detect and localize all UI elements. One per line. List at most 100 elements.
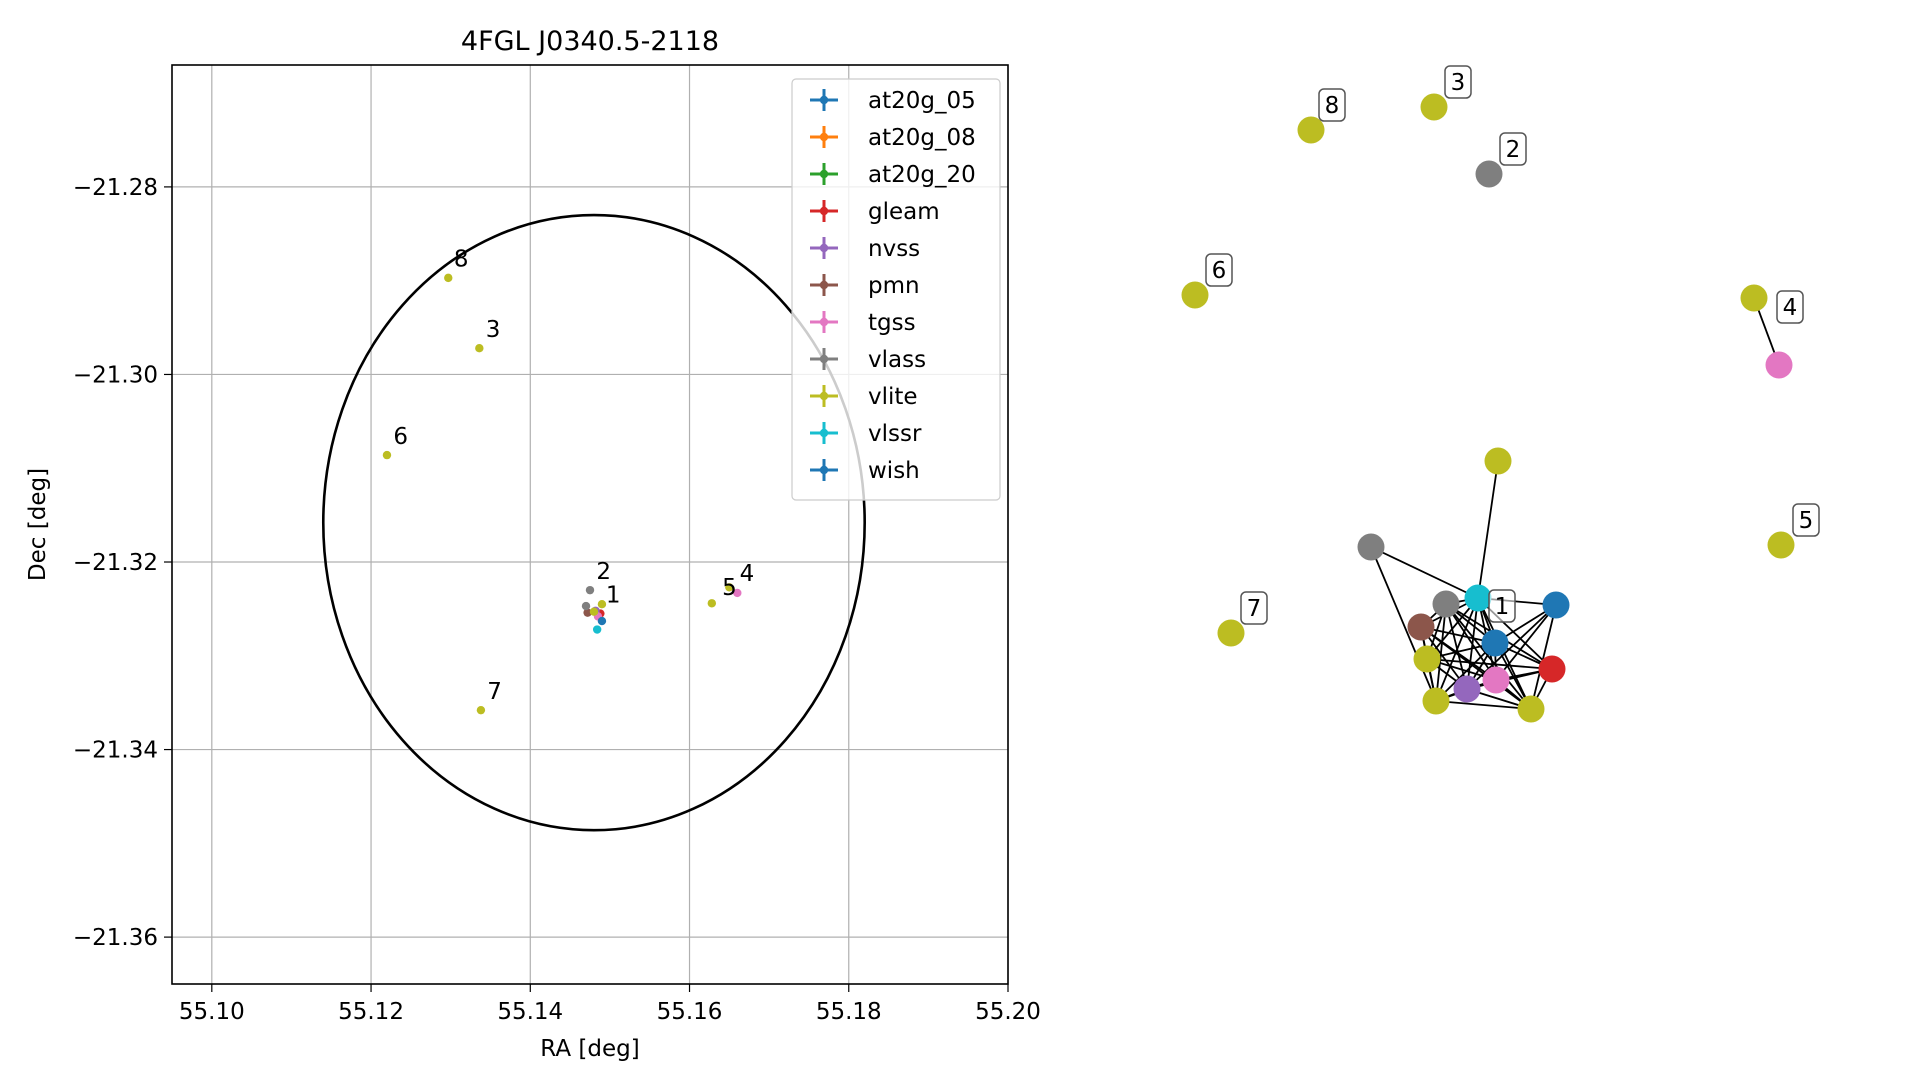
plot-frame (171, 64, 1009, 985)
legend-marker-dot (819, 354, 829, 364)
network-node (1297, 116, 1325, 144)
legend-entry: pmn (810, 273, 920, 299)
legend-label: gleam (868, 199, 940, 225)
network-graph: 8 3 2 6 4 5 7 1 (1181, 65, 1820, 723)
error-ellipse-layer (321, 213, 866, 832)
network-node (1181, 281, 1209, 309)
chart-title: 4FGL J0340.5-2118 (461, 26, 719, 57)
x-tick-label: 55.14 (497, 999, 563, 1025)
point-annotation: 8 (454, 247, 469, 273)
grid (172, 65, 1009, 984)
network-edge (1426, 658, 1553, 670)
legend-entry: vlite (810, 384, 918, 410)
network-node (1422, 687, 1450, 715)
network-node (1767, 531, 1795, 559)
legend-marker-dot (819, 428, 829, 438)
point-annotation: 3 (486, 317, 501, 343)
legend-marker-dot (819, 391, 829, 401)
legend-label: pmn (868, 273, 920, 299)
point-annotation: 6 (393, 424, 408, 450)
network-node (1357, 533, 1385, 561)
network-node-label-box (1488, 589, 1516, 623)
data-point-vlite (597, 600, 607, 609)
network-edge (1435, 597, 1479, 702)
legend-marker-dot (819, 280, 829, 290)
x-axis-label: RA [deg] (540, 1036, 639, 1062)
network-node-label-box (1205, 253, 1233, 287)
network-node-label: 6 (1212, 258, 1227, 284)
legend-label: vlssr (868, 421, 922, 447)
data-point-vlass (581, 601, 591, 611)
legend-entry: at20g_05 (810, 88, 976, 114)
network-labels: 8 3 2 6 4 5 7 1 (1205, 65, 1820, 625)
network-node-label-box (1318, 88, 1346, 122)
data-point-wish (597, 616, 607, 626)
legend-marker-dot (819, 317, 829, 327)
network-node (1453, 675, 1481, 703)
network-node-label: 4 (1783, 295, 1798, 321)
x-tick-label: 55.16 (657, 999, 723, 1025)
network-node-label-box (1444, 65, 1472, 99)
network-node (1740, 284, 1768, 312)
data-point-vlite (725, 583, 734, 592)
legend-entry: at20g_20 (810, 162, 976, 188)
network-edge (1445, 603, 1532, 710)
data-points (382, 273, 742, 715)
legend-marker-dot (819, 243, 829, 253)
error-ellipse (321, 213, 866, 832)
legend-label: nvss (868, 236, 920, 262)
network-node (1538, 655, 1566, 683)
legend-marker-dot (819, 95, 829, 105)
legend-entry: at20g_08 (810, 125, 976, 151)
x-tick-label: 55.12 (338, 999, 404, 1025)
y-tick-label: −21.30 (73, 362, 158, 388)
legend-label: wish (868, 458, 920, 484)
network-node (1481, 629, 1509, 657)
data-point-vlass (585, 585, 595, 595)
point-annotation: 2 (596, 559, 611, 585)
y-tick-label: −21.34 (73, 738, 158, 764)
legend-entry: tgss (810, 310, 916, 336)
y-axis-label: Dec [deg] (25, 468, 51, 581)
network-node-label: 8 (1325, 93, 1340, 119)
axis-ticks: 55.10 55.12 55.14 55.16 55.18 55.20 −21.28 −21.… (73, 175, 1041, 1025)
network-edge (1370, 546, 1437, 702)
legend-marker-dot (819, 206, 829, 216)
network-edge (1420, 626, 1532, 710)
network-node (1475, 160, 1503, 188)
network-edge (1445, 603, 1497, 681)
data-point-vlite (707, 599, 717, 608)
network-edge (1477, 460, 1499, 599)
point-annotation: 4 (740, 561, 755, 587)
point-annotations: 12 3 45 6 7 8 (393, 247, 754, 705)
data-point-vlssr (592, 625, 602, 634)
network-edge (1435, 700, 1532, 710)
network-edge (1466, 597, 1479, 690)
network-node-label: 7 (1247, 596, 1262, 622)
legend-label: at20g_20 (868, 162, 976, 188)
network-edge (1495, 604, 1557, 681)
network-node-label: 5 (1799, 508, 1814, 534)
x-tick-label: 55.20 (975, 999, 1041, 1025)
network-node (1432, 590, 1460, 618)
network-node-label: 3 (1451, 70, 1466, 96)
network-nodes (1181, 93, 1795, 723)
data-point-vlite (382, 450, 392, 460)
point-annotation: 5 (722, 575, 737, 601)
network-node (1420, 93, 1448, 121)
data-point-vlite (476, 705, 486, 715)
legend-entry: wish (810, 458, 920, 484)
legend-label: vlass (868, 347, 926, 373)
network-node (1765, 351, 1793, 379)
network-node-label: 2 (1506, 137, 1521, 163)
legend-label: tgss (868, 310, 916, 336)
legend-box (791, 78, 1001, 501)
legend-entry: vlssr (810, 421, 922, 447)
network-node (1484, 447, 1512, 475)
network-node (1517, 695, 1545, 723)
network-node-label-box (1792, 503, 1820, 537)
legend-marker-dot (819, 132, 829, 142)
legend-marker-dot (819, 169, 829, 179)
legend-entry: vlass (810, 347, 926, 373)
